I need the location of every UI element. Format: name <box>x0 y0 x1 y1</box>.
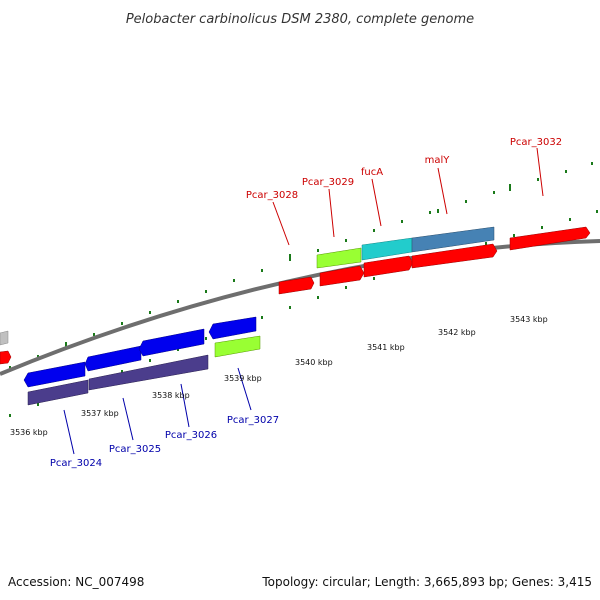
gene-pcar-3028[interactable] <box>278 276 315 295</box>
gene-blue-2[interactable] <box>84 345 142 372</box>
position-label-3537: 3537 kbp <box>81 409 119 418</box>
gene-pcar-3029[interactable] <box>316 247 362 269</box>
gene-label-fuca: fucA <box>361 167 383 178</box>
gene-red-c[interactable] <box>411 243 498 269</box>
gene-maly[interactable] <box>411 226 495 253</box>
outer-tick-row <box>9 162 593 369</box>
gene-blue-4[interactable] <box>208 316 257 340</box>
gene-label-pcar-3032: Pcar_3032 <box>510 137 562 148</box>
gene-pcar-3032[interactable] <box>509 226 591 251</box>
gene-label-pcar-3028: Pcar_3028 <box>246 190 298 201</box>
gene-pcar-3027[interactable] <box>214 335 261 358</box>
gene-edge-red[interactable] <box>0 350 12 365</box>
position-label-3536: 3536 kbp <box>10 428 48 437</box>
position-label-3543: 3543 kbp <box>510 315 548 324</box>
forward-label-lines <box>272 147 544 246</box>
gene-label-pcar-3027: Pcar_3027 <box>227 415 279 426</box>
gene-blue-3[interactable] <box>138 328 205 357</box>
genome-backbone <box>0 239 600 376</box>
position-label-3540: 3540 kbp <box>295 358 333 367</box>
reverse-label-lines <box>63 367 252 455</box>
forward-genes <box>0 226 591 365</box>
gene-label-maly: malY <box>425 155 451 166</box>
gene-red-b[interactable] <box>363 255 414 278</box>
position-label-3538: 3538 kbp <box>152 391 190 400</box>
gene-pcar-3024[interactable] <box>27 379 89 406</box>
gene-label-pcar-3025: Pcar_3025 <box>109 444 161 455</box>
gene-label-pcar-3024: Pcar_3024 <box>50 458 102 469</box>
genome-summary-text: Topology: circular; Length: 3,665,893 bp… <box>261 575 592 589</box>
map-title: Pelobacter carbinolicus DSM 2380, comple… <box>126 12 474 27</box>
position-label-3541: 3541 kbp <box>367 343 405 352</box>
reverse-genes <box>23 316 261 406</box>
gene-red-a[interactable] <box>319 265 365 287</box>
gene-edge-grey[interactable] <box>0 330 9 346</box>
gene-label-pcar-3029: Pcar_3029 <box>302 177 354 188</box>
position-label-3539: 3539 kbp <box>224 374 262 383</box>
position-label-3542: 3542 kbp <box>438 328 476 337</box>
gene-label-pcar-3026: Pcar_3026 <box>165 430 217 441</box>
accession-text: Accession: NC_007498 <box>8 575 144 589</box>
gene-pcar-3025-3026[interactable] <box>88 354 209 391</box>
gene-blue-1[interactable] <box>23 361 86 388</box>
